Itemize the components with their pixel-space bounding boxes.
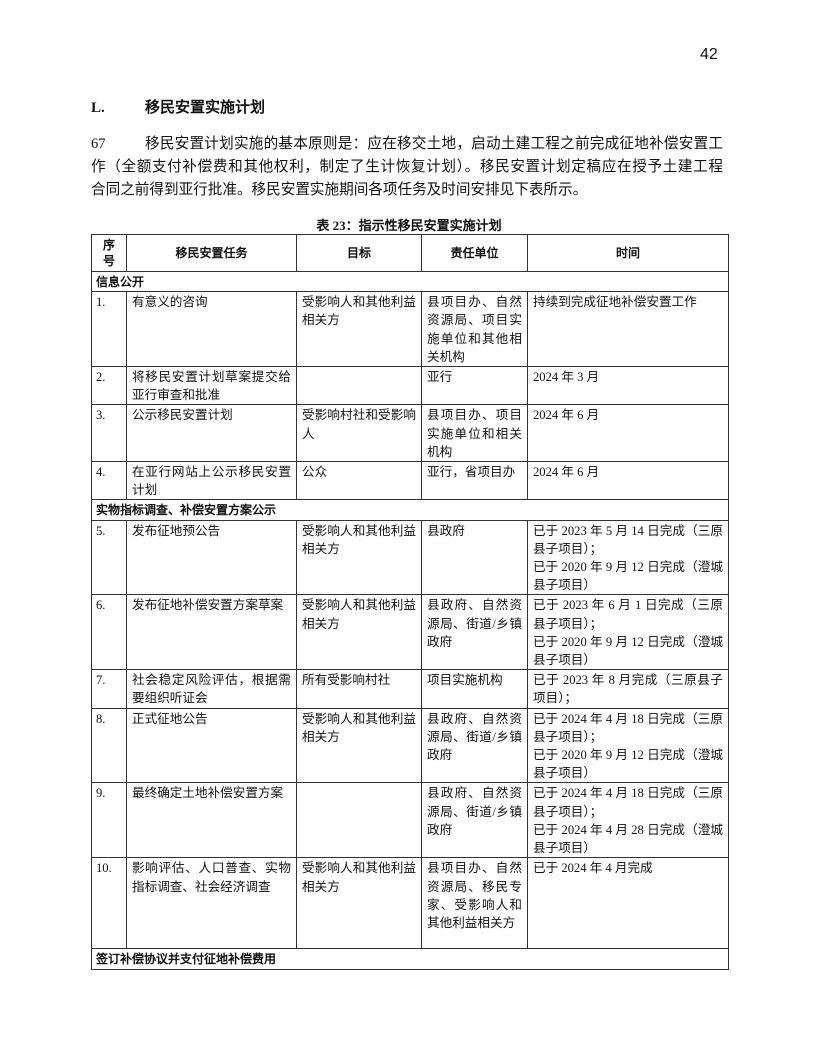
time-entry: 已于 2023 年 6 月 1 日完成（三原县子项目）； [533,598,723,631]
paragraph-line: 作（全额支付补偿费和其他权利，制定了生计恢复计划）。移民安置计划定稿应在授予土建… [91,159,723,175]
cell-task: 在亚行网站上公示移民安置计划 [126,461,297,501]
cell-task: 有意义的咨询 [126,291,297,368]
table-row: 7. 社会稳定风险评估，根据需要组织听证会 所有受影响村社 项目实施机构 已于 2023… [91,669,729,709]
section-row: 实物指标调查、补偿安置方案公示 [91,499,729,521]
section-row: 信息公开 [91,270,729,293]
paragraph-line: 移民安置计划实施的基本原则是：应在移交土地，启动土建工程之前完成征地补偿安置工 [145,136,723,152]
cell-task: 正式征地公告 [126,707,297,784]
page-number: 42 [700,46,718,63]
section-title: 签订补偿协议并支付征地补偿费用 [91,948,729,970]
table-header-row: 序号 移民安置任务 目标 责任单位 时间 [91,234,729,272]
cell-no: 1. [91,291,127,368]
cell-unit: 县政府、自然资源局、街道/乡镇政府 [421,782,528,859]
cell-no: 8. [91,707,127,784]
section-title: 移民安置实施计划 [145,100,266,116]
cell-no: 5. [91,519,127,596]
cell-target: 受影响人和其他利益相关方 [296,291,422,368]
cell-unit: 亚行，省项目办 [421,461,528,501]
cell-target: 公众 [296,461,422,501]
paragraph-line: 合同之前得到亚行批准。移民安置实施期间各项任务及时间安排见下表所示。 [91,182,588,198]
time-entry: 已于 2023 年 8 月完成（三原县子项目）； [533,673,723,706]
time-entry: 已于 2024 年 4 月 28 日完成（澄城县子项目） [533,822,723,856]
section-title: 信息公开 [91,270,729,293]
cell-unit: 县政府、自然资源局、街道/乡镇政府 [421,707,528,784]
cell-target [296,366,422,406]
table-row: 10. 影响评估、人口普查、实物指标调查、社会经济调查 受影响人和其他利益相关方 县项… [91,857,729,950]
cell-time: 已于 2024 年 4 月完成 [527,857,729,950]
paragraph-67: 67 移民安置计划实施的基本原则是：应在移交土地，启动土建工程之前完成征地补偿安置… [91,133,723,202]
cell-time: 已于 2023 年 6 月 1 日完成（三原县子项目）； 已于 2020 年 9 … [527,594,729,671]
cell-unit: 县政府 [421,519,528,596]
header-task: 移民安置任务 [126,234,297,272]
time-entry: 2024 年 6 月 [533,408,600,423]
table-row: 3. 公示移民安置计划 受影响村社和受影响人 县项目办、项目实施单位和相关机构 2024… [91,404,729,463]
cell-no: 10. [91,857,127,950]
table-caption: 表 23：指示性移民安置实施计划 [316,218,502,233]
cell-target: 受影响村社和受影响人 [296,404,422,463]
cell-time: 已于 2023 年 8 月完成（三原县子项目）； [527,669,729,709]
cell-time: 2024 年 6 月 [527,404,729,463]
cell-no: 2. [91,366,127,406]
time-entry: 已于 2023 年 5 月 14 日完成（三原县子项目）； [533,523,723,556]
table-row: 6. 发布征地补偿安置方案草案 受影响人和其他利益相关方 县政府、自然资源局、街道/乡… [91,594,729,671]
cell-task: 发布征地补偿安置方案草案 [126,594,297,671]
time-entry: 已于 2020 年 9 月 12 日完成（澄城县子项目） [533,748,723,781]
cell-task: 影响评估、人口普查、实物指标调查、社会经济调查 [126,857,297,950]
cell-unit: 县政府、自然资源局、街道/乡镇政府 [421,594,528,671]
time-entry: 已于 2020 年 9 月 12 日完成（澄城县子项目） [533,634,723,668]
time-entry: 已于 2024 年 4 月 18 日完成（三原县子项目）； [533,711,723,744]
header-unit: 责任单位 [421,234,528,272]
cell-time: 已于 2023 年 5 月 14 日完成（三原县子项目）； 已于 2020 年 9… [527,519,729,596]
time-entry: 已于 2024 年 4 月 18 日完成（三原县子项目）； [533,786,723,819]
cell-time: 已于 2024 年 4 月 18 日完成（三原县子项目）； 已于 2024 年 4… [527,782,729,859]
cell-unit: 县项目办、自然资源局、移民专家、受影响人和其他利益相关方 [421,857,528,950]
section-row: 签订补偿协议并支付征地补偿费用 [91,948,729,970]
cell-target: 受影响人和其他利益相关方 [296,519,422,596]
cell-time: 持续到完成征地补偿安置工作 [527,291,729,368]
cell-task: 最终确定土地补偿安置方案 [126,782,297,859]
cell-target: 所有受影响村社 [296,669,422,709]
table-row: 1. 有意义的咨询 受影响人和其他利益相关方 县项目办、自然资源局、项目实施单位和其他… [91,291,729,368]
table-row: 8. 正式征地公告 受影响人和其他利益相关方 县政府、自然资源局、街道/乡镇政府 已于 … [91,707,729,784]
time-entry: 2024 年 6 月 [533,465,600,480]
cell-no: 4. [91,461,127,501]
time-entry: 持续到完成征地补偿安置工作 [533,295,697,310]
table-row: 4. 在亚行网站上公示移民安置计划 公众 亚行，省项目办 2024 年 6 月 [91,461,729,501]
cell-unit: 项目实施机构 [421,669,528,709]
cell-target: 受影响人和其他利益相关方 [296,707,422,784]
cell-task: 公示移民安置计划 [126,404,297,463]
cell-target [296,782,422,859]
cell-task: 社会稳定风险评估，根据需要组织听证会 [126,669,297,709]
paragraph-number: 67 [91,136,106,152]
table-row: 9. 最终确定土地补偿安置方案 县政府、自然资源局、街道/乡镇政府 已于 2024 年… [91,782,729,859]
time-entry: 2024 年 3 月 [533,370,600,385]
cell-target: 受影响人和其他利益相关方 [296,594,422,671]
header-target: 目标 [296,234,422,272]
cell-time: 2024 年 3 月 [527,366,729,406]
time-entry: 已于 2020 年 9 月 12 日完成（澄城县子项目） [533,560,723,593]
section-heading: L. 移民安置实施计划 [91,96,265,117]
cell-time: 已于 2024 年 4 月 18 日完成（三原县子项目）； 已于 2020 年 9… [527,707,729,784]
table-row: 5. 发布征地预公告 受影响人和其他利益相关方 县政府 已于 2023 年 5 月 14… [91,519,729,596]
resettlement-schedule-table: 序号 移民安置任务 目标 责任单位 时间 信息公开 1. 有意义的咨询 受影响人和其他… [91,234,729,970]
cell-no: 6. [91,594,127,671]
cell-task: 发布征地预公告 [126,519,297,596]
cell-no: 9. [91,782,127,859]
cell-unit: 亚行 [421,366,528,406]
cell-no: 3. [91,404,127,463]
time-entry: 已于 2024 年 4 月完成 [533,861,653,876]
header-no: 序号 [91,234,127,272]
cell-task: 将移民安置计划草案提交给亚行审查和批准 [126,366,297,406]
cell-unit: 县项目办、项目实施单位和相关机构 [421,404,528,463]
cell-target: 受影响人和其他利益相关方 [296,857,422,950]
cell-unit: 县项目办、自然资源局、项目实施单位和其他相关机构 [421,291,528,368]
section-number: L. [91,100,105,116]
table-row: 2. 将移民安置计划草案提交给亚行审查和批准 亚行 2024 年 3 月 [91,366,729,406]
cell-time: 2024 年 6 月 [527,461,729,501]
cell-no: 7. [91,669,127,709]
section-title: 实物指标调查、补偿安置方案公示 [91,499,729,521]
header-time: 时间 [527,234,729,272]
